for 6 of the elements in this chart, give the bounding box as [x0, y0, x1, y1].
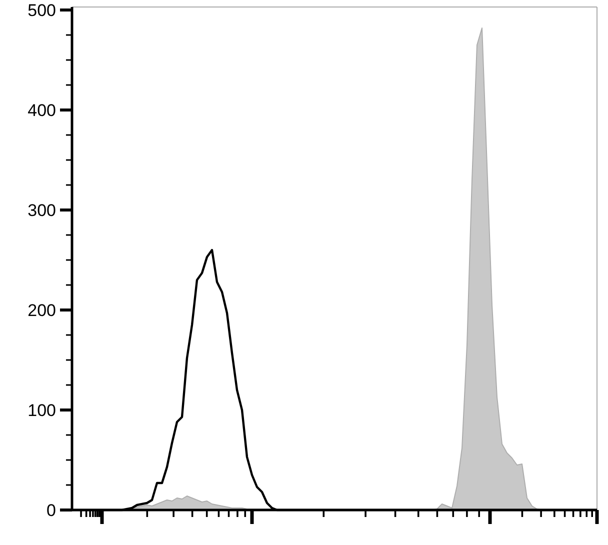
y-tick-label: 0: [46, 500, 56, 520]
y-tick-label: 200: [28, 300, 56, 320]
y-tick-label: 400: [28, 100, 56, 120]
y-tick-label: 300: [28, 200, 56, 220]
y-tick-label: 100: [28, 400, 56, 420]
y-tick-label: 500: [28, 0, 56, 20]
